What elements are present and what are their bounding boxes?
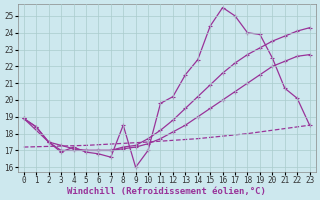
X-axis label: Windchill (Refroidissement éolien,°C): Windchill (Refroidissement éolien,°C) <box>67 187 266 196</box>
